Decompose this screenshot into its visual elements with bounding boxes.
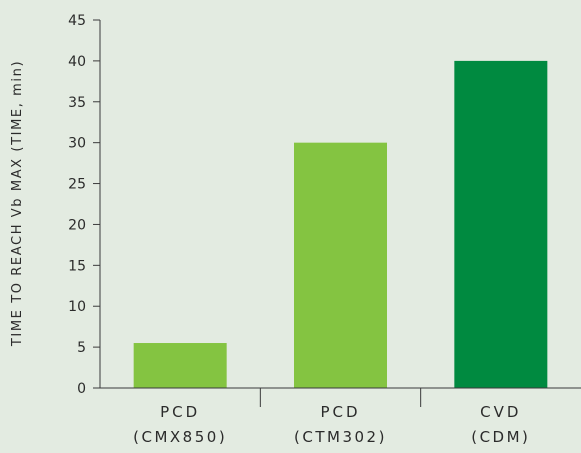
bar (133, 343, 227, 388)
y-axis-title: TIME TO REACH Vb MAX (TIME, min) (10, 60, 25, 347)
y-tick-label: 30 (68, 136, 86, 152)
x-category-label: PCD (160, 403, 200, 421)
y-tick-label: 35 (68, 95, 86, 111)
y-tick-label: 10 (68, 299, 86, 315)
y-tick-label: 0 (77, 381, 86, 397)
y-tick-label: 40 (68, 54, 86, 70)
y-tick-label: 20 (68, 217, 86, 233)
y-tick-label: 45 (68, 13, 86, 29)
y-tick-label: 25 (68, 177, 86, 193)
x-category-sublabel: (CTM302) (294, 428, 387, 446)
y-tick-label: 15 (68, 258, 86, 274)
x-axis-categories: PCD (CMX850) PCD (CTM302) CVD (CDM) (133, 388, 530, 446)
bar (454, 60, 548, 389)
y-axis-ticks: 0 5 10 15 20 25 30 35 40 45 (68, 13, 100, 397)
y-tick-label: 5 (77, 340, 86, 356)
x-category-sublabel: (CDM) (471, 428, 530, 446)
x-category-sublabel: (CMX850) (133, 428, 227, 446)
x-category-label: CVD (480, 403, 521, 421)
bar (294, 142, 387, 388)
x-category-label: PCD (320, 403, 360, 421)
bars (133, 60, 548, 389)
